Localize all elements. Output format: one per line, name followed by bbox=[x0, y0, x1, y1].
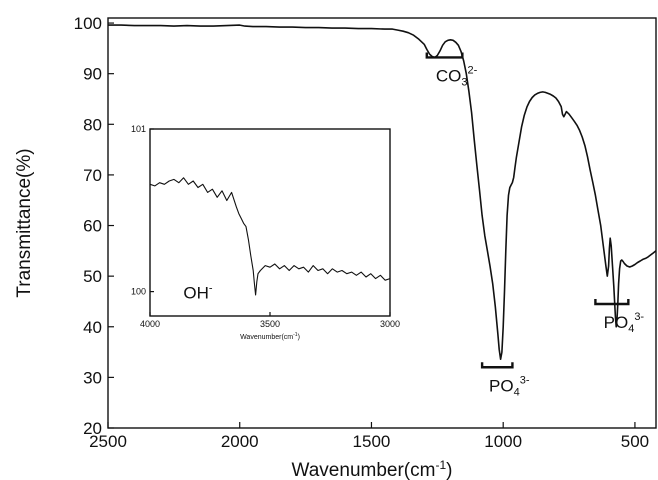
band-bracket bbox=[594, 298, 630, 306]
inset-band-label: OH- bbox=[183, 283, 213, 303]
band-label-sup: 3- bbox=[520, 374, 530, 386]
x-tick-label: 500 bbox=[621, 432, 649, 451]
inset-annotations: OH- bbox=[183, 283, 213, 303]
inset-plot-frame bbox=[149, 128, 391, 317]
x-axis-title-sup: -1 bbox=[435, 458, 446, 472]
inset-y-tick-label: 101 bbox=[131, 124, 146, 134]
x-axis-title: Wavenumber(cm-1) bbox=[292, 458, 453, 480]
band-label-sub: 3 bbox=[461, 76, 467, 88]
x-tick-label: 1000 bbox=[484, 432, 522, 451]
y-tick-label: 80 bbox=[83, 115, 102, 134]
band-label: CO32- bbox=[436, 64, 478, 88]
inset-x-tick-label: 3000 bbox=[380, 319, 400, 329]
inset-background bbox=[150, 129, 390, 316]
inset-band-label-sup: - bbox=[209, 283, 213, 295]
y-axis-title: Transmittance(%) bbox=[14, 148, 35, 297]
y-tick-label: 40 bbox=[83, 318, 102, 337]
inset-x-axis-title-main: Wavenumber(cm bbox=[240, 334, 293, 341]
band-label-sub: 4 bbox=[514, 386, 520, 398]
main-ticks bbox=[107, 22, 636, 429]
inset-x-axis-title-sup: -1 bbox=[293, 332, 298, 338]
inset-plot: 100 101 4000 3500 3000 OH- Wavenumber(cm-1) bbox=[131, 124, 400, 341]
y-tick-label: 70 bbox=[83, 166, 102, 185]
inset-x-tick-label: 4000 bbox=[140, 319, 160, 329]
band-label-sup: 2- bbox=[467, 64, 477, 76]
y-tick-label: 60 bbox=[83, 217, 102, 236]
inset-x-axis-title-end: ) bbox=[298, 334, 300, 341]
main-tick-labels: 20 30 40 50 60 70 80 90 100 2500 2000 1500 1000 500 bbox=[74, 14, 649, 451]
x-tick-label: 2500 bbox=[89, 432, 127, 451]
band-bracket bbox=[425, 52, 464, 59]
y-tick-label: 90 bbox=[83, 65, 102, 84]
inset-spectrum-line bbox=[149, 177, 391, 296]
inset-x-tick-label: 3500 bbox=[260, 319, 280, 329]
y-tick-label: 50 bbox=[83, 267, 102, 286]
x-axis-title-main: Wavenumber(cm bbox=[292, 460, 436, 480]
band-label: PO43- bbox=[489, 374, 530, 398]
main-plot-frame bbox=[107, 17, 657, 429]
band-label-base: CO bbox=[436, 66, 462, 85]
main-plot: 20 30 40 50 60 70 80 90 100 2500 2000 1500 1000 500 C… bbox=[14, 14, 657, 480]
x-tick-label: 2000 bbox=[221, 432, 259, 451]
inset-y-tick-label: 100 bbox=[131, 287, 146, 297]
y-tick-label: 20 bbox=[83, 419, 102, 438]
main-spectrum-line bbox=[108, 24, 657, 360]
y-tick-label: 30 bbox=[83, 368, 102, 387]
main-annotations: CO32-PO43-PO43- bbox=[425, 52, 645, 398]
inset-tick-labels: 100 101 4000 3500 3000 bbox=[131, 124, 400, 329]
band-bracket bbox=[480, 362, 514, 369]
x-axis-title-end: ) bbox=[446, 460, 452, 480]
inset-band-label-base: OH bbox=[183, 284, 209, 303]
y-tick-label: 100 bbox=[74, 14, 102, 33]
band-label-sup: 3- bbox=[634, 311, 644, 323]
band-label: PO43- bbox=[604, 311, 645, 335]
band-label-base: PO bbox=[604, 313, 629, 332]
x-tick-label: 1500 bbox=[353, 432, 391, 451]
band-label-sub: 4 bbox=[628, 323, 634, 335]
band-label-base: PO bbox=[489, 376, 514, 395]
inset-x-axis-title: Wavenumber(cm-1) bbox=[240, 332, 300, 341]
